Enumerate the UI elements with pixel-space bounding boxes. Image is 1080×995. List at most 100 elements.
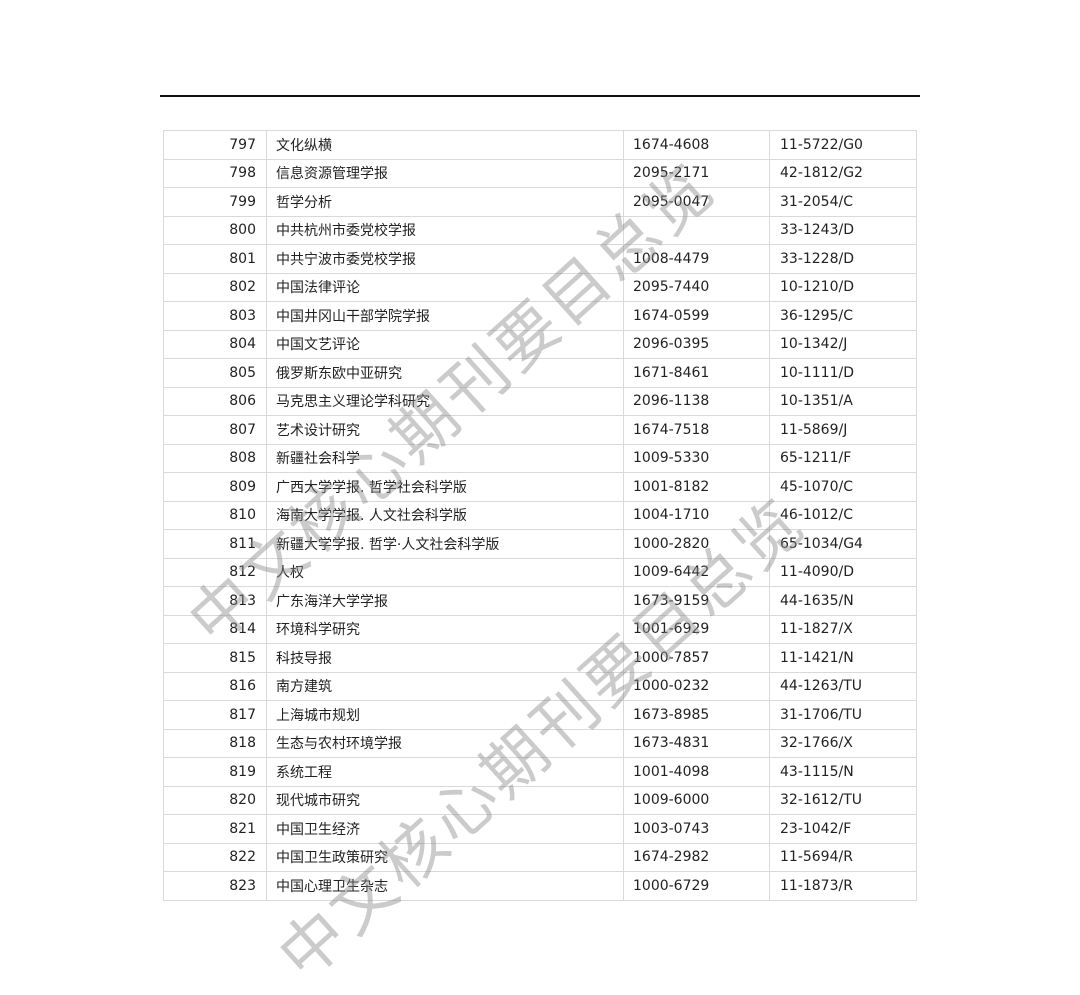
row-number: 821 [163, 814, 267, 844]
issn: 1673-4831 [623, 728, 770, 758]
journal-title: 中共杭州市委党校学报 [266, 215, 624, 245]
table-row: 801 中共宁波市委党校学报 1008-4479 33-1228/D [163, 244, 917, 274]
issn: 1009-6442 [623, 557, 770, 587]
issn: 2095-2171 [623, 158, 770, 188]
cn-number: 44-1263/TU [769, 671, 917, 701]
issn: 1003-0743 [623, 814, 770, 844]
table-row: 820 现代城市研究 1009-6000 32-1612/TU [163, 785, 917, 815]
journal-title: 上海城市规划 [266, 700, 624, 730]
cn-number: 42-1812/G2 [769, 158, 917, 188]
issn: 2095-0047 [623, 187, 770, 217]
row-number: 798 [163, 158, 267, 188]
issn: 1674-2982 [623, 842, 770, 872]
journal-title: 新疆社会科学 [266, 443, 624, 473]
cn-number: 10-1210/D [769, 272, 917, 302]
journal-title: 文化纵横 [266, 130, 624, 160]
row-number: 820 [163, 785, 267, 815]
journal-table: 797 文化纵横 1674-4608 11-5722/G0 798 信息资源管理学报 209… [163, 130, 917, 901]
row-number: 810 [163, 500, 267, 530]
cn-number: 32-1766/X [769, 728, 917, 758]
table-row: 807 艺术设计研究 1674-7518 11-5869/J [163, 415, 917, 445]
journal-title: 广东海洋大学学报 [266, 586, 624, 616]
row-number: 818 [163, 728, 267, 758]
journal-title: 马克思主义理论学科研究 [266, 386, 624, 416]
journal-title: 中国卫生政策研究 [266, 842, 624, 872]
journal-title: 艺术设计研究 [266, 415, 624, 445]
row-number: 817 [163, 700, 267, 730]
row-number: 822 [163, 842, 267, 872]
journal-title: 生态与农村环境学报 [266, 728, 624, 758]
cn-number: 10-1111/D [769, 358, 917, 388]
journal-title: 科技导报 [266, 643, 624, 673]
journal-title: 海南大学学报. 人文社会科学版 [266, 500, 624, 530]
cn-number: 31-2054/C [769, 187, 917, 217]
journal-title: 环境科学研究 [266, 614, 624, 644]
cn-number: 65-1034/G4 [769, 529, 917, 559]
row-number: 809 [163, 472, 267, 502]
table-row: 808 新疆社会科学 1009-5330 65-1211/F [163, 443, 917, 473]
table-row: 822 中国卫生政策研究 1674-2982 11-5694/R [163, 842, 917, 872]
issn: 2096-0395 [623, 329, 770, 359]
cn-number: 11-1421/N [769, 643, 917, 673]
row-number: 807 [163, 415, 267, 445]
cn-number: 44-1635/N [769, 586, 917, 616]
cn-number: 32-1612/TU [769, 785, 917, 815]
issn: 1000-0232 [623, 671, 770, 701]
row-number: 819 [163, 757, 267, 787]
cn-number: 23-1042/F [769, 814, 917, 844]
row-number: 797 [163, 130, 267, 160]
table-row: 812 人权 1009-6442 11-4090/D [163, 557, 917, 587]
issn: 1673-9159 [623, 586, 770, 616]
journal-title: 新疆大学学报. 哲学·人文社会科学版 [266, 529, 624, 559]
table-row: 811 新疆大学学报. 哲学·人文社会科学版 1000-2820 65-1034/G4 [163, 529, 917, 559]
issn: 1001-4098 [623, 757, 770, 787]
table-row: 810 海南大学学报. 人文社会科学版 1004-1710 46-1012/C [163, 500, 917, 530]
table-row: 809 广西大学学报. 哲学社会科学版 1001-8182 45-1070/C [163, 472, 917, 502]
table-row: 821 中国卫生经济 1003-0743 23-1042/F [163, 814, 917, 844]
table-row: 814 环境科学研究 1001-6929 11-1827/X [163, 614, 917, 644]
issn: 1674-7518 [623, 415, 770, 445]
table-row: 800 中共杭州市委党校学报 33-1243/D [163, 215, 917, 245]
journal-title: 信息资源管理学报 [266, 158, 624, 188]
cn-number: 10-1342/J [769, 329, 917, 359]
cn-number: 10-1351/A [769, 386, 917, 416]
row-number: 823 [163, 871, 267, 901]
issn: 1674-0599 [623, 301, 770, 331]
table-row: 802 中国法律评论 2095-7440 10-1210/D [163, 272, 917, 302]
table-row: 813 广东海洋大学学报 1673-9159 44-1635/N [163, 586, 917, 616]
table-row: 818 生态与农村环境学报 1673-4831 32-1766/X [163, 728, 917, 758]
journal-title: 中国心理卫生杂志 [266, 871, 624, 901]
row-number: 799 [163, 187, 267, 217]
journal-title: 现代城市研究 [266, 785, 624, 815]
cn-number: 46-1012/C [769, 500, 917, 530]
table-row: 817 上海城市规划 1673-8985 31-1706/TU [163, 700, 917, 730]
row-number: 805 [163, 358, 267, 388]
row-number: 811 [163, 529, 267, 559]
row-number: 808 [163, 443, 267, 473]
cn-number: 11-1873/R [769, 871, 917, 901]
row-number: 806 [163, 386, 267, 416]
table-row: 803 中国井冈山干部学院学报 1674-0599 36-1295/C [163, 301, 917, 331]
issn: 1001-8182 [623, 472, 770, 502]
table-row: 815 科技导报 1000-7857 11-1421/N [163, 643, 917, 673]
issn: 1000-2820 [623, 529, 770, 559]
table-row: 798 信息资源管理学报 2095-2171 42-1812/G2 [163, 158, 917, 188]
issn: 2096-1138 [623, 386, 770, 416]
issn: 1009-6000 [623, 785, 770, 815]
table-row: 816 南方建筑 1000-0232 44-1263/TU [163, 671, 917, 701]
journal-title: 中国文艺评论 [266, 329, 624, 359]
row-number: 813 [163, 586, 267, 616]
journal-title: 人权 [266, 557, 624, 587]
issn: 1674-4608 [623, 130, 770, 160]
table-row: 806 马克思主义理论学科研究 2096-1138 10-1351/A [163, 386, 917, 416]
cn-number: 33-1243/D [769, 215, 917, 245]
table-row: 805 俄罗斯东欧中亚研究 1671-8461 10-1111/D [163, 358, 917, 388]
issn: 1004-1710 [623, 500, 770, 530]
journal-title: 中国井冈山干部学院学报 [266, 301, 624, 331]
issn: 1000-6729 [623, 871, 770, 901]
issn: 1671-8461 [623, 358, 770, 388]
journal-title: 俄罗斯东欧中亚研究 [266, 358, 624, 388]
row-number: 800 [163, 215, 267, 245]
issn: 1009-5330 [623, 443, 770, 473]
cn-number: 65-1211/F [769, 443, 917, 473]
